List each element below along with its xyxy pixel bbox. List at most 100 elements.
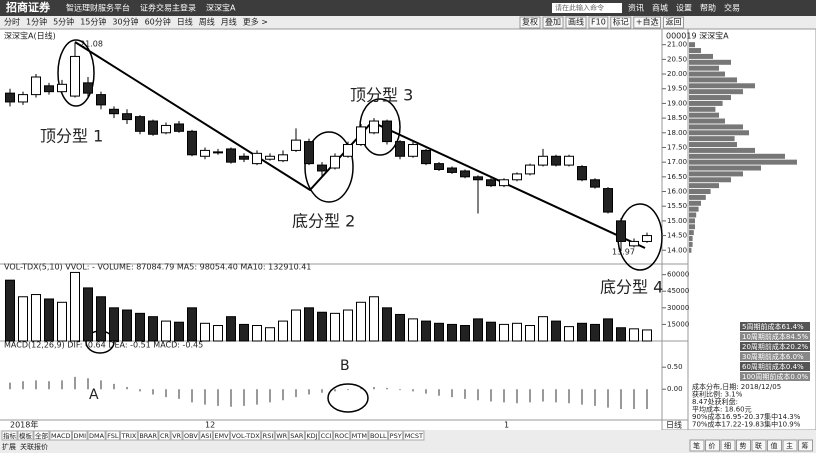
period-tab[interactable]: 5分钟 (53, 17, 74, 27)
tool-button-label[interactable]: F10 (591, 18, 606, 27)
indicator-tab-label[interactable]: 模板 (19, 431, 33, 440)
tool-button[interactable] (633, 16, 661, 29)
panel-button-label[interactable]: 值 (771, 441, 778, 450)
indicator-tab[interactable] (230, 430, 262, 441)
tool-button-label[interactable]: 返回 (665, 18, 681, 27)
indicator-tab[interactable] (71, 430, 88, 441)
panel-button-label[interactable]: 筹 (802, 441, 809, 450)
bottom-tab[interactable]: 关联报价 (20, 442, 48, 451)
indicator-tab[interactable] (170, 430, 183, 441)
tool-button[interactable] (519, 16, 541, 29)
indicator-tab[interactable] (261, 430, 275, 441)
period-tab[interactable]: 60分钟 (145, 17, 171, 27)
panel-button[interactable] (751, 439, 767, 452)
indicator-tab[interactable] (388, 430, 404, 441)
period-tab[interactable]: 月线 (221, 17, 237, 27)
panel-button-label[interactable]: 细 (724, 441, 731, 450)
panel-button[interactable] (767, 439, 782, 452)
indicator-tab-label[interactable]: BOLL (370, 432, 387, 440)
indicator-tab[interactable] (1, 430, 18, 441)
panel-button[interactable] (720, 439, 736, 452)
indicator-tab-label[interactable]: MACD (51, 432, 70, 440)
period-tab[interactable]: 日线 (177, 17, 193, 27)
panel-button-label[interactable]: 势 (740, 441, 747, 450)
search-placeholder[interactable]: 请在此输入命令 (555, 3, 604, 12)
panel-button-label[interactable]: 联 (755, 441, 762, 450)
menu-item[interactable]: 智远理财服务平台 (66, 3, 130, 13)
indicator-tab[interactable] (119, 430, 138, 441)
indicator-tab-label[interactable]: PSY (390, 432, 402, 440)
indicator-tab[interactable] (199, 430, 213, 441)
menu-item[interactable]: 商城 (652, 3, 668, 13)
indicator-tab[interactable] (17, 430, 34, 441)
indicator-tab[interactable] (288, 430, 305, 441)
indicator-tab[interactable] (212, 430, 231, 441)
panel-button-label[interactable]: 价 (709, 442, 716, 450)
indicator-tab-label[interactable]: FSL (107, 432, 119, 440)
tool-button[interactable] (588, 16, 609, 29)
panel-button-label[interactable]: 笔 (693, 441, 700, 450)
indicator-tab-label[interactable]: CR (160, 432, 170, 440)
period-tab[interactable]: 1分钟 (26, 17, 47, 27)
panel-button[interactable] (736, 439, 751, 452)
indicator-tab-label[interactable]: VR (172, 432, 181, 440)
indicator-tab[interactable] (350, 430, 369, 441)
indicator-tab[interactable] (368, 430, 389, 441)
bottom-tab[interactable]: 扩展 (2, 442, 16, 451)
indicator-tab[interactable] (274, 430, 289, 441)
indicator-tab-label[interactable]: ASI (201, 432, 212, 440)
indicator-tab[interactable] (333, 430, 351, 441)
tool-button-label[interactable]: 标记 (613, 17, 629, 27)
indicator-tab[interactable] (137, 430, 159, 441)
indicator-tab[interactable] (319, 430, 334, 441)
panel-button[interactable] (782, 439, 798, 452)
menu-item[interactable]: 帮助 (700, 3, 716, 13)
search-box[interactable] (552, 3, 622, 13)
menu-item[interactable]: 交易 (724, 3, 740, 13)
menu-item[interactable]: 证券交易主登录 (140, 3, 196, 13)
menu-item[interactable]: 深深宝A (206, 3, 236, 13)
period-tab[interactable]: 15分钟 (80, 17, 106, 27)
panel-button-label[interactable]: 主 (786, 441, 793, 450)
period-tab[interactable]: 30分钟 (112, 17, 138, 27)
indicator-tab-label[interactable]: BRAR (139, 432, 157, 440)
indicator-tab-label[interactable]: RSI (263, 432, 274, 440)
indicator-tab-label[interactable]: ROC (335, 432, 350, 440)
indicator-tab[interactable] (403, 430, 425, 441)
indicator-tab[interactable] (304, 430, 320, 441)
tool-button[interactable] (565, 16, 587, 29)
tool-button[interactable] (542, 16, 564, 29)
indicator-tab-label[interactable]: DMI (73, 432, 86, 440)
tool-button[interactable] (662, 16, 684, 29)
period-tab[interactable]: 分时 (4, 17, 20, 27)
indicator-tab[interactable] (158, 430, 171, 441)
indicator-tab-label[interactable]: OBV (184, 432, 198, 440)
indicator-tab-label[interactable]: WR (276, 432, 287, 440)
indicator-tab-label[interactable]: KDJ (306, 432, 317, 440)
indicator-tab[interactable] (87, 430, 106, 441)
tool-button-label[interactable]: +自选 (636, 17, 659, 27)
indicator-tab-label[interactable]: MTM (352, 432, 367, 440)
period-tab[interactable]: 周线 (199, 17, 215, 27)
tool-button-label[interactable]: 画线 (568, 17, 584, 27)
indicator-tab-label[interactable]: 指标 (3, 431, 17, 440)
period-tab[interactable]: 更多 > (243, 17, 268, 27)
menu-item[interactable]: 设置 (676, 3, 692, 13)
indicator-tab-label[interactable]: DMA (89, 432, 105, 440)
tool-button-label[interactable]: 叠加 (545, 17, 561, 27)
menu-item[interactable]: 资讯 (628, 3, 644, 13)
tool-button-label[interactable]: 复权 (522, 17, 538, 27)
indicator-tab-label[interactable]: TRIX (120, 432, 136, 440)
indicator-tab-label[interactable]: SAR (290, 432, 304, 440)
panel-button[interactable] (705, 439, 720, 452)
indicator-tab-label[interactable]: EMV (214, 432, 229, 440)
indicator-tab-label[interactable]: CCI (321, 432, 332, 440)
indicator-tab-label[interactable]: MCST (405, 432, 423, 440)
indicator-tab[interactable] (49, 430, 72, 441)
indicator-tab-label[interactable]: VOL-TDX (232, 432, 261, 440)
indicator-tab[interactable] (33, 430, 50, 441)
indicator-tab[interactable] (105, 430, 120, 441)
indicator-tab-label[interactable]: 全部 (35, 431, 49, 440)
tool-button[interactable] (610, 16, 632, 29)
panel-button[interactable] (798, 439, 813, 452)
